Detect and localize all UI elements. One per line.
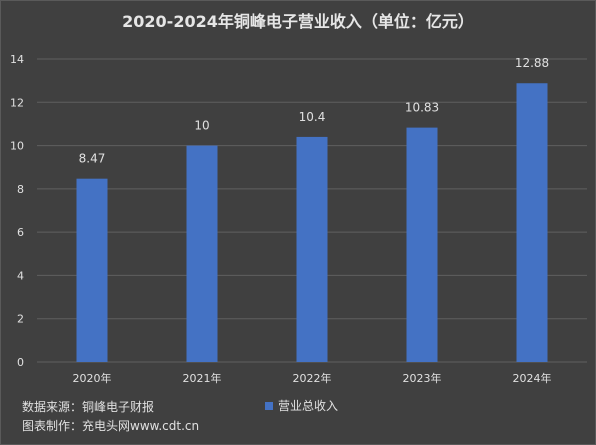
x-tick-label: 2024年 <box>513 371 552 385</box>
y-tick-label: 14 <box>10 53 24 66</box>
legend-label: 营业总收入 <box>278 399 339 413</box>
x-tick-label: 2021年 <box>183 371 222 385</box>
data-labels: 8.47 10 10.4 10.83 12.88 <box>79 56 550 165</box>
data-label: 10.4 <box>299 110 326 124</box>
legend-swatch <box>265 401 273 410</box>
y-tick-label: 4 <box>17 269 24 282</box>
y-tick-label: 6 <box>17 226 24 239</box>
bar <box>296 136 328 362</box>
bar <box>406 127 438 363</box>
y-axis-ticks: 0 2 4 6 8 10 12 14 <box>10 53 24 369</box>
y-tick-label: 10 <box>10 140 24 153</box>
x-tick-label: 2023年 <box>403 371 442 385</box>
data-label: 12.88 <box>515 56 549 70</box>
chart-title: 2020-2024年铜峰电子营业收入（单位：亿元） <box>122 12 474 31</box>
chart-credit-note: 图表制作：充电头网www.cdt.cn <box>22 419 200 433</box>
bars <box>76 83 548 363</box>
data-label: 8.47 <box>79 152 106 166</box>
data-source-note: 数据来源：铜峰电子财报 <box>22 400 155 414</box>
x-tick-label: 2022年 <box>293 371 332 385</box>
x-tick-label: 2020年 <box>73 371 112 385</box>
x-axis-ticks: 2020年 2021年 2022年 2023年 2024年 <box>73 371 552 385</box>
bar <box>516 83 548 363</box>
bar <box>76 178 108 362</box>
data-label: 10 <box>194 119 209 133</box>
legend: 营业总收入 <box>265 397 338 414</box>
bar <box>186 145 218 362</box>
y-tick-label: 12 <box>10 96 24 109</box>
data-label: 10.83 <box>405 101 439 115</box>
y-tick-label: 0 <box>17 356 24 369</box>
y-tick-label: 8 <box>17 183 24 196</box>
y-tick-label: 2 <box>17 313 24 326</box>
